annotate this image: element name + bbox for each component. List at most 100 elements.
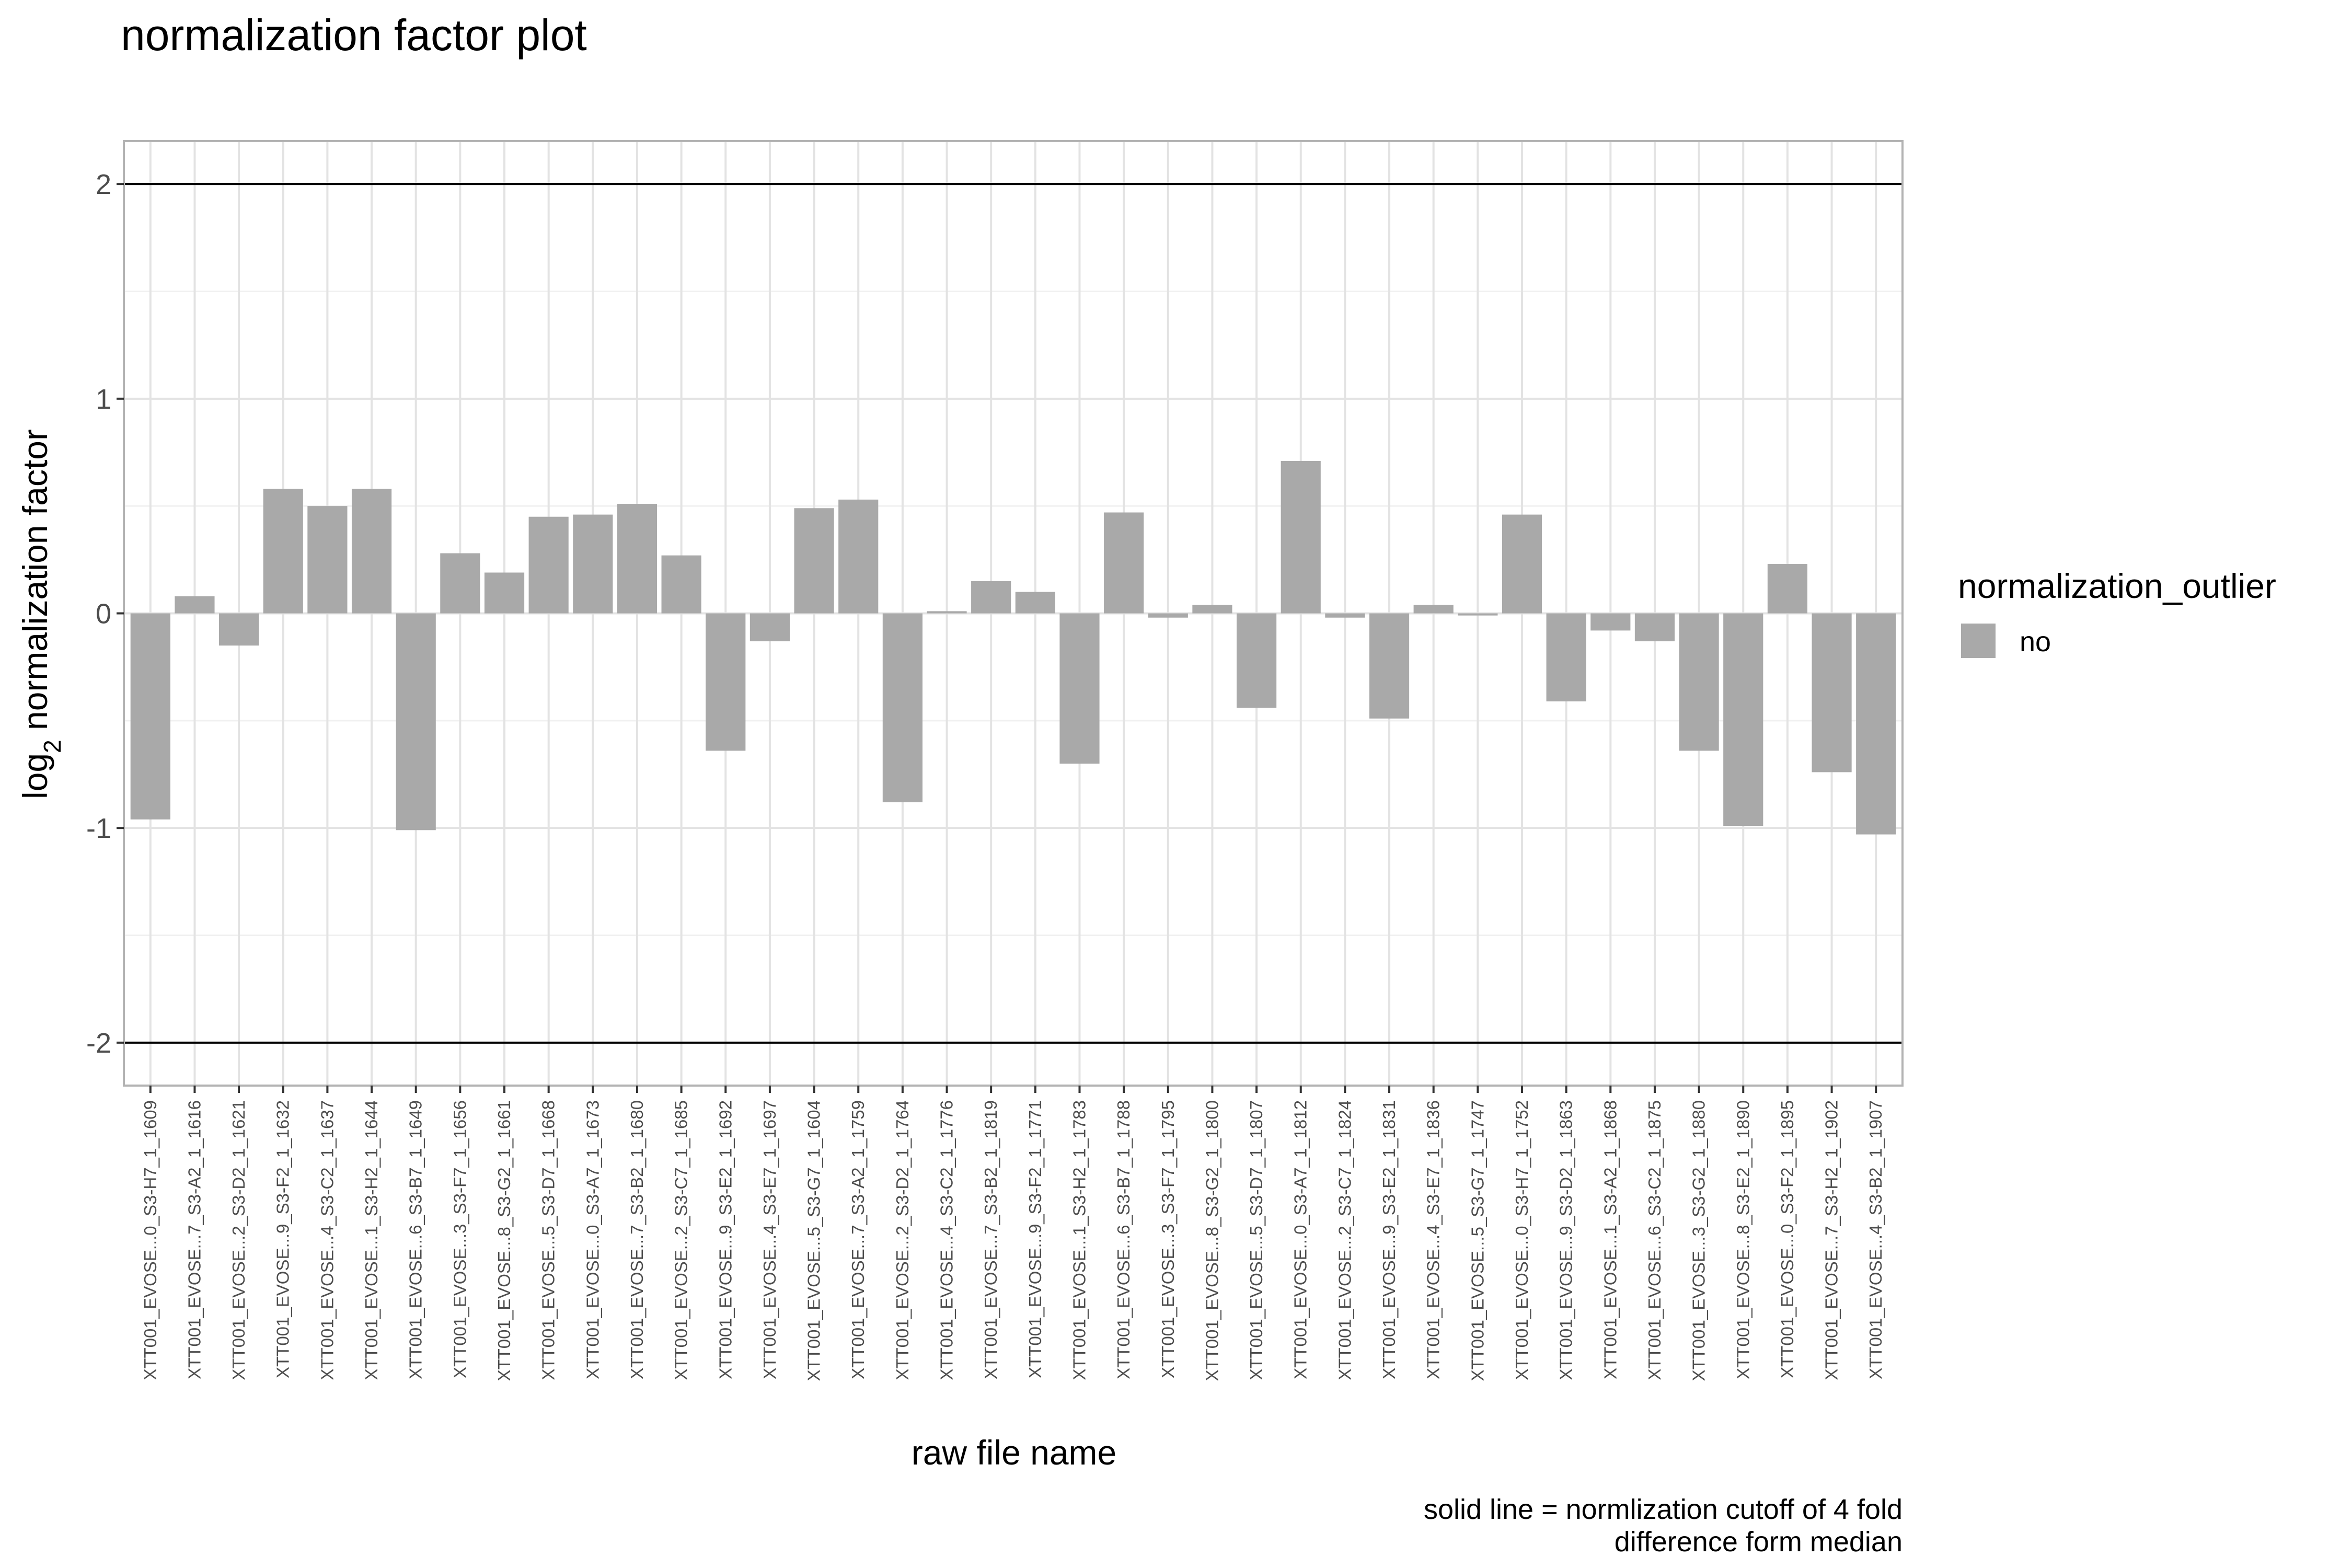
- bar: [1104, 512, 1144, 614]
- x-tick-label: XTT001_EVOSE...5_S3-G7_1_1747: [1468, 1100, 1487, 1381]
- x-tick-label: XTT001_EVOSE...3_S3-F7_1_1795: [1158, 1100, 1178, 1378]
- y-tick-label: -2: [86, 1028, 111, 1059]
- x-axis-ticks: XTT001_EVOSE...0_S3-H7_1_1609 XTT001_EVOS…: [141, 1086, 1885, 1381]
- bar: [1148, 613, 1188, 618]
- x-tick-label: XTT001_EVOSE...1_S3-H2_1_1783: [1069, 1100, 1089, 1380]
- bar: [130, 613, 170, 820]
- caption-line-2: difference form median: [1615, 1526, 1903, 1558]
- legend-label-no: no: [2020, 626, 2051, 658]
- bar: [351, 489, 392, 614]
- bar: [617, 504, 658, 614]
- x-tick-label: XTT001_EVOSE...0_S3-H7_1_1752: [1512, 1100, 1531, 1380]
- legend-title: normalization_outlier: [1958, 567, 2276, 605]
- x-tick-label: XTT001_EVOSE...5_S3-G7_1_1604: [804, 1100, 824, 1381]
- bar: [484, 572, 525, 614]
- bar: [528, 516, 569, 614]
- plot-panel: [123, 140, 1904, 1087]
- bar: [1679, 613, 1719, 751]
- bar: [1192, 605, 1232, 614]
- x-tick-label: XTT001_EVOSE...9_S3-E2_1_1692: [716, 1100, 735, 1379]
- caption-line-1: solid line = normlization cutoff of 4 fo…: [1424, 1494, 1903, 1525]
- y-tick-label: 1: [96, 384, 111, 415]
- x-tick-label: XTT001_EVOSE...2_S3-D2_1_1764: [893, 1100, 912, 1380]
- x-tick-label: XTT001_EVOSE...5_S3-D7_1_1807: [1247, 1100, 1266, 1380]
- x-tick-label: XTT001_EVOSE...9_S3-F2_1_1771: [1025, 1100, 1045, 1378]
- bar: [396, 613, 436, 831]
- bar: [573, 514, 613, 614]
- bar: [1546, 613, 1586, 701]
- x-tick-label: XTT001_EVOSE...7_S3-B2_1_1680: [627, 1100, 647, 1379]
- bar: [971, 581, 1011, 614]
- legend: normalization_outlier no: [1958, 567, 2276, 658]
- bar: [1059, 613, 1100, 764]
- bar: [927, 611, 967, 614]
- x-axis-title: raw file name: [912, 1433, 1117, 1472]
- x-tick-label: XTT001_EVOSE...7_S3-A2_1_1759: [848, 1100, 868, 1379]
- bar: [219, 613, 259, 646]
- bar: [794, 508, 834, 614]
- bar: [1502, 514, 1542, 614]
- x-tick-label: XTT001_EVOSE...6_S3-B7_1_1788: [1114, 1100, 1133, 1379]
- bar: [706, 613, 746, 751]
- x-tick-label: XTT001_EVOSE...7_S3-A2_1_1616: [185, 1100, 204, 1379]
- y-tick-label: 2: [96, 169, 111, 200]
- x-tick-label: XTT001_EVOSE...2_S3-C7_1_1824: [1335, 1100, 1354, 1380]
- y-axis-title: log2 normalization factor: [16, 429, 66, 799]
- bar: [661, 555, 701, 614]
- y-axis-title-log: log: [16, 753, 54, 799]
- x-tick-label: XTT001_EVOSE...8_S3-G2_1_1800: [1202, 1100, 1221, 1381]
- chart-title: normalization factor plot: [121, 10, 587, 60]
- legend-key-no: [1961, 624, 1996, 658]
- bar: [1236, 613, 1277, 708]
- x-tick-label: XTT001_EVOSE...4_S3-C2_1_1637: [317, 1100, 337, 1380]
- y-axis-title-subscript: 2: [39, 740, 66, 753]
- x-tick-label: XTT001_EVOSE...8_S3-G2_1_1661: [494, 1100, 514, 1381]
- y-axis-ticks: -2 -1 0 1 2: [86, 169, 124, 1059]
- y-tick-label: 0: [96, 598, 111, 630]
- bar: [1723, 613, 1763, 826]
- x-tick-label: XTT001_EVOSE...7_S3-B2_1_1819: [981, 1100, 1000, 1379]
- bar: [307, 506, 348, 614]
- x-tick-label: XTT001_EVOSE...9_S3-F2_1_1632: [273, 1100, 293, 1378]
- bar: [1458, 613, 1498, 616]
- x-tick-label: XTT001_EVOSE...9_S3-E2_1_1831: [1379, 1100, 1399, 1379]
- bar: [1812, 613, 1852, 773]
- x-tick-label: XTT001_EVOSE...4_S3-E7_1_1836: [1424, 1100, 1443, 1379]
- x-tick-label: XTT001_EVOSE...4_S3-C2_1_1776: [937, 1100, 956, 1380]
- x-tick-label: XTT001_EVOSE...1_S3-H2_1_1644: [362, 1100, 381, 1380]
- x-tick-label: XTT001_EVOSE...0_S3-A7_1_1673: [583, 1100, 602, 1379]
- x-tick-label: XTT001_EVOSE...0_S3-A7_1_1812: [1291, 1100, 1310, 1379]
- x-tick-label: XTT001_EVOSE...6_S3-B7_1_1649: [406, 1100, 425, 1379]
- x-tick-label: XTT001_EVOSE...5_S3-D7_1_1668: [539, 1100, 558, 1380]
- y-axis-title-rest: normalization factor: [16, 429, 54, 740]
- bar: [1369, 613, 1410, 719]
- x-tick-label: XTT001_EVOSE...6_S3-C2_1_1875: [1645, 1100, 1664, 1380]
- x-tick-label: XTT001_EVOSE...3_S3-G2_1_1880: [1689, 1100, 1709, 1381]
- x-tick-label: XTT001_EVOSE...9_S3-D2_1_1863: [1557, 1100, 1576, 1380]
- bar: [1590, 613, 1631, 631]
- y-tick-label: -1: [86, 813, 111, 844]
- bar: [1015, 592, 1055, 614]
- x-tick-label: XTT001_EVOSE...2_S3-D2_1_1621: [229, 1100, 248, 1380]
- bar: [1634, 613, 1675, 641]
- bar: [1413, 605, 1454, 614]
- x-tick-label: XTT001_EVOSE...7_S3-H2_1_1902: [1822, 1100, 1841, 1380]
- bar: [1856, 613, 1896, 835]
- bar: [882, 613, 923, 802]
- x-tick-label: XTT001_EVOSE...0_S3-F2_1_1895: [1778, 1100, 1797, 1378]
- bar: [440, 553, 480, 614]
- x-tick-label: XTT001_EVOSE...3_S3-F7_1_1656: [450, 1100, 469, 1378]
- x-tick-label: XTT001_EVOSE...2_S3-C7_1_1685: [672, 1100, 691, 1380]
- bar: [838, 499, 879, 614]
- bar: [1767, 564, 1807, 614]
- x-tick-label: XTT001_EVOSE...8_S3-E2_1_1890: [1733, 1100, 1753, 1379]
- bar: [175, 596, 215, 614]
- x-tick-label: XTT001_EVOSE...4_S3-B2_1_1907: [1866, 1100, 1885, 1379]
- bar: [1325, 613, 1365, 618]
- bar: [1281, 460, 1321, 614]
- x-tick-label: XTT001_EVOSE...4_S3-E7_1_1697: [760, 1100, 779, 1379]
- bar: [750, 613, 790, 641]
- bar: [263, 489, 303, 614]
